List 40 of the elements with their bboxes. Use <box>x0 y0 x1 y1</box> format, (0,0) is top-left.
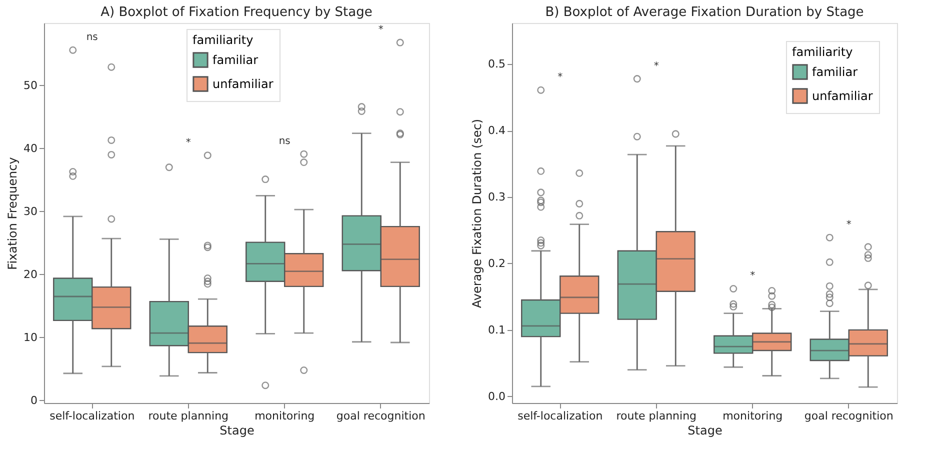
legend-title: familiarity <box>792 45 853 59</box>
chart-title: A) Boxplot of Fixation Frequency by Stage <box>100 5 372 20</box>
y-tick-label: 20 <box>24 268 38 281</box>
y-tick-label: 10 <box>24 330 38 344</box>
y-tick-label: 0.5 <box>488 58 506 71</box>
y-tick-label: 0.1 <box>488 323 506 336</box>
y-axis-title: Average Fixation Duration (sec) <box>470 118 484 308</box>
legend-label: familiar <box>212 53 258 67</box>
legend-label: unfamiliar <box>212 77 274 91</box>
annotation: ns <box>278 136 290 148</box>
annotation: * <box>846 220 852 231</box>
legend-label: unfamiliar <box>812 89 873 103</box>
legend-label: familiar <box>812 65 858 79</box>
annotation: * <box>654 60 659 72</box>
y-tick-label: 0.4 <box>488 124 506 138</box>
x-tick-label: monitoring <box>254 410 315 422</box>
y-tick-label: 30 <box>24 204 38 218</box>
x-tick-label: monitoring <box>722 410 783 422</box>
annotation: * <box>378 24 384 36</box>
y-tick-label: 0 <box>30 394 38 407</box>
annotation: * <box>750 270 756 282</box>
x-axis-title: Stage <box>220 424 254 438</box>
y-tick-label: 0.3 <box>488 190 506 204</box>
x-tick-label: route planning <box>148 410 229 422</box>
x-axis-title: Stage <box>688 424 722 438</box>
x-tick-label: self-localization <box>50 410 135 422</box>
annotation: ns <box>86 32 98 44</box>
x-tick-label: goal recognition <box>804 410 894 422</box>
annotation: * <box>558 72 563 84</box>
y-axis-title: Fixation Frequency <box>6 157 20 270</box>
x-tick-label: route planning <box>616 410 697 422</box>
y-tick-label: 40 <box>24 142 38 155</box>
chart-title: B) Boxplot of Average Fixation Duration by Stage <box>545 5 864 20</box>
x-tick-label: self-localization <box>518 410 603 422</box>
annotation: * <box>186 137 191 148</box>
legend-title: familiarity <box>192 33 254 47</box>
x-tick-label: goal recognition <box>336 410 426 422</box>
y-tick-label: 0.2 <box>488 256 506 270</box>
y-tick-label: 0.0 <box>488 390 506 403</box>
y-tick-label: 50 <box>24 78 38 92</box>
